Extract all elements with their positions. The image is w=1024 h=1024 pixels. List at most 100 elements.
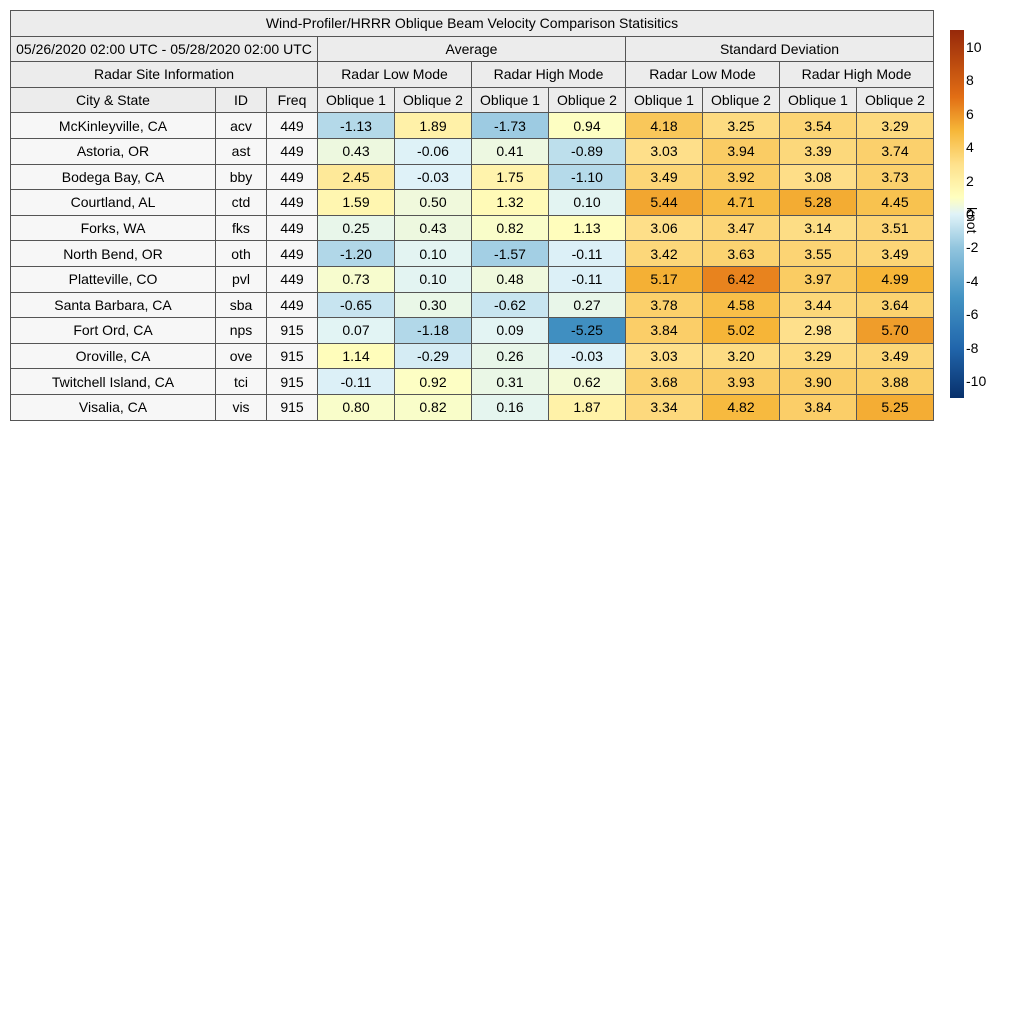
- id-header: ID: [215, 86, 267, 114]
- table-row: Twitchell Island, CA tci 915 -0.11 0.92 0.31 0…: [10, 368, 934, 395]
- value-cell: 0.07: [317, 317, 395, 344]
- table-row: North Bend, OR oth 449 -1.20 0.10 -1.57 -0.11 3…: [10, 240, 934, 267]
- oblique-2-header: Oblique 2: [856, 86, 934, 114]
- value-cell: -0.06: [394, 137, 472, 165]
- avg-high-mode-header: Radar High Mode: [471, 61, 626, 88]
- value-cell: 3.29: [779, 342, 857, 370]
- value-cell: 4.45: [856, 189, 934, 216]
- value-cell: -5.25: [548, 317, 626, 344]
- freq-cell: 449: [266, 163, 318, 191]
- value-cell: 0.43: [394, 214, 472, 242]
- oblique-2-header: Oblique 2: [548, 86, 626, 114]
- freq-cell: 915: [266, 317, 318, 344]
- value-cell: 3.68: [625, 368, 703, 395]
- city-cell: Twitchell Island, CA: [10, 368, 216, 395]
- value-cell: 3.97: [779, 265, 857, 293]
- colorbar-tick-label: 6: [966, 105, 974, 122]
- value-cell: -1.57: [471, 240, 549, 267]
- city-cell: Bodega Bay, CA: [10, 163, 216, 191]
- city-cell: Forks, WA: [10, 214, 216, 242]
- std-low-mode-header: Radar Low Mode: [625, 61, 780, 88]
- city-cell: Courtland, AL: [10, 189, 216, 216]
- value-cell: 3.49: [856, 342, 934, 370]
- id-cell: vis: [215, 393, 267, 421]
- value-cell: 0.80: [317, 393, 395, 421]
- oblique-2-header: Oblique 2: [394, 86, 472, 114]
- value-cell: 0.26: [471, 342, 549, 370]
- freq-cell: 449: [266, 112, 318, 139]
- value-cell: -0.03: [394, 163, 472, 191]
- value-cell: 0.62: [548, 368, 626, 395]
- avg-low-mode-header: Radar Low Mode: [317, 61, 472, 88]
- colorbar-tick-label: -8: [966, 339, 979, 356]
- city-cell: Visalia, CA: [10, 393, 216, 421]
- value-cell: 3.88: [856, 368, 934, 395]
- value-cell: 3.47: [702, 214, 780, 242]
- std-high-mode-header: Radar High Mode: [779, 61, 934, 88]
- value-cell: -0.89: [548, 137, 626, 165]
- value-cell: -0.29: [394, 342, 472, 370]
- value-cell: -1.73: [471, 112, 549, 139]
- city-cell: Oroville, CA: [10, 342, 216, 370]
- id-cell: ast: [215, 137, 267, 165]
- freq-cell: 449: [266, 240, 318, 267]
- table-row: Fort Ord, CA nps 915 0.07 -1.18 0.09 -5.25 3.84…: [10, 317, 934, 344]
- value-cell: 0.82: [394, 393, 472, 421]
- table-title: Wind-Profiler/HRRR Oblique Beam Velocity…: [10, 10, 934, 37]
- value-cell: 1.75: [471, 163, 549, 191]
- table-row: Visalia, CA vis 915 0.80 0.82 0.16 1.87 3.34 4.8…: [10, 393, 934, 421]
- value-cell: 0.92: [394, 368, 472, 395]
- value-cell: 2.45: [317, 163, 395, 191]
- value-cell: 0.82: [471, 214, 549, 242]
- id-cell: ctd: [215, 189, 267, 216]
- value-cell: 0.16: [471, 393, 549, 421]
- average-header: Average: [317, 35, 626, 63]
- value-cell: -0.62: [471, 291, 549, 319]
- freq-cell: 915: [266, 342, 318, 370]
- value-cell: 6.42: [702, 265, 780, 293]
- value-cell: 3.42: [625, 240, 703, 267]
- value-cell: 0.48: [471, 265, 549, 293]
- std-dev-header: Standard Deviation: [625, 35, 934, 63]
- table-row: McKinleyville, CA acv 449 -1.13 1.89 -1.73 0.9…: [10, 112, 934, 139]
- value-cell: -1.13: [317, 112, 395, 139]
- value-cell: 3.74: [856, 137, 934, 165]
- value-cell: 3.93: [702, 368, 780, 395]
- value-cell: 3.90: [779, 368, 857, 395]
- freq-cell: 915: [266, 393, 318, 421]
- value-cell: 3.34: [625, 393, 703, 421]
- value-cell: 4.18: [625, 112, 703, 139]
- value-cell: 3.55: [779, 240, 857, 267]
- value-cell: 3.64: [856, 291, 934, 319]
- colorbar-tick-label: 2: [966, 172, 974, 189]
- value-cell: 3.06: [625, 214, 703, 242]
- freq-cell: 449: [266, 265, 318, 293]
- id-cell: fks: [215, 214, 267, 242]
- value-cell: -0.11: [548, 265, 626, 293]
- value-cell: 1.13: [548, 214, 626, 242]
- value-cell: 0.09: [471, 317, 549, 344]
- table-row: Bodega Bay, CA bby 449 2.45 -0.03 1.75 -1.10 3.…: [10, 163, 934, 191]
- colorbar-tick-label: -4: [966, 272, 979, 289]
- value-cell: 0.41: [471, 137, 549, 165]
- value-cell: 4.58: [702, 291, 780, 319]
- table-row: Courtland, AL ctd 449 1.59 0.50 1.32 0.10 5.44 4…: [10, 189, 934, 216]
- freq-header: Freq: [266, 86, 318, 114]
- value-cell: 3.94: [702, 137, 780, 165]
- value-cell: -0.11: [548, 240, 626, 267]
- city-cell: Santa Barbara, CA: [10, 291, 216, 319]
- value-cell: 3.08: [779, 163, 857, 191]
- freq-cell: 449: [266, 137, 318, 165]
- value-cell: 4.82: [702, 393, 780, 421]
- value-cell: 3.03: [625, 137, 703, 165]
- value-cell: -0.03: [548, 342, 626, 370]
- value-cell: 1.87: [548, 393, 626, 421]
- value-cell: 1.89: [394, 112, 472, 139]
- value-cell: 0.94: [548, 112, 626, 139]
- value-cell: 3.49: [856, 240, 934, 267]
- freq-cell: 915: [266, 368, 318, 395]
- value-cell: 3.03: [625, 342, 703, 370]
- city-cell: North Bend, OR: [10, 240, 216, 267]
- city-cell: Astoria, OR: [10, 137, 216, 165]
- colorbar-tick-label: -6: [966, 306, 979, 323]
